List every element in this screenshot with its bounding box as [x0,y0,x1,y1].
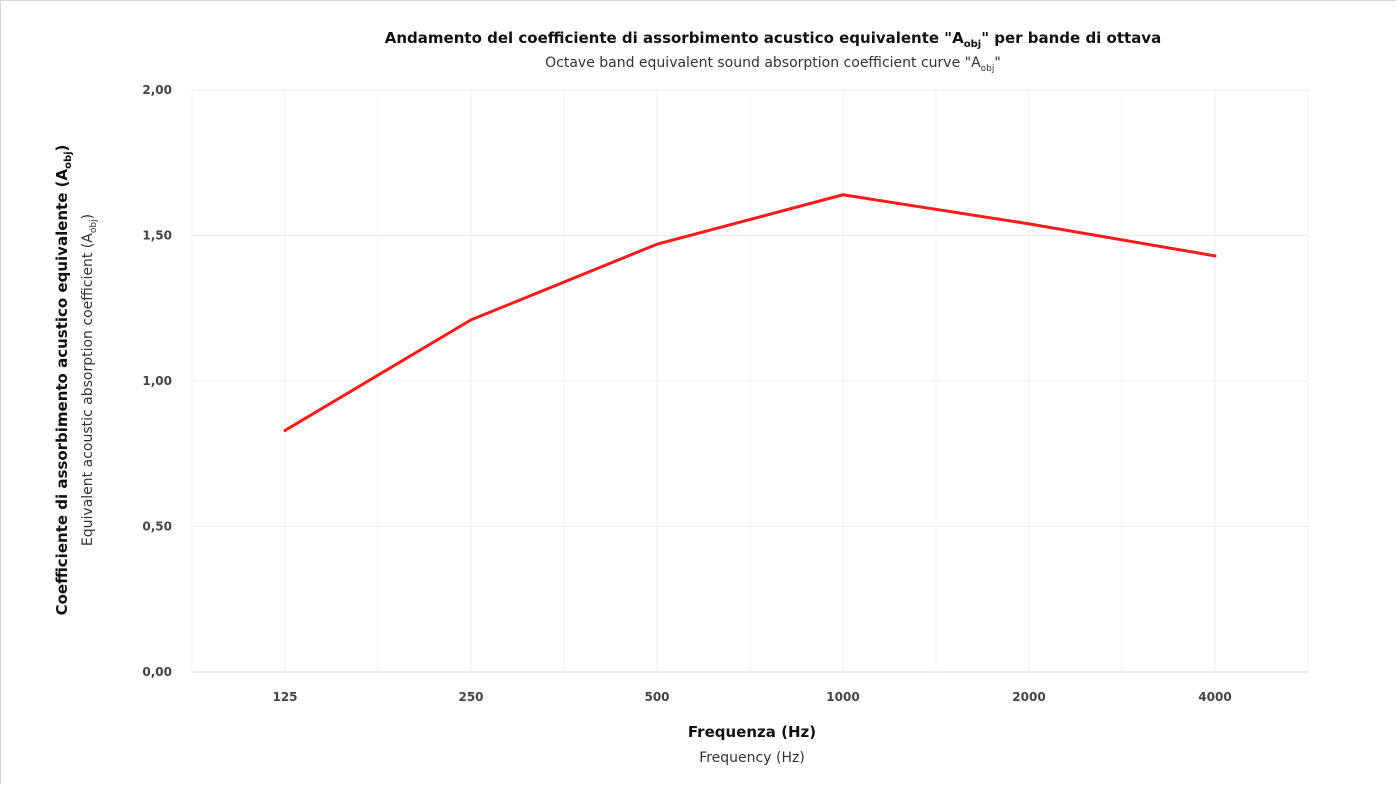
data-point [1213,254,1217,258]
grid [191,89,1309,673]
y-axis-ticks: 0,00 0,50 1,00 1,50 2,00 [142,83,172,679]
x-tick-label: 250 [458,690,483,704]
data-point [469,318,473,322]
y-tick-label: 1,00 [142,374,172,388]
series [283,193,1217,432]
y-tick-label: 0,50 [142,520,172,534]
y-tick-label: 0,00 [142,665,172,679]
data-point [655,242,659,246]
chart-subtitle: Octave band equivalent sound absorption … [545,55,1001,74]
x-axis-ticks: 125 250 500 1000 2000 4000 [272,690,1231,704]
chart-title: Andamento del coefficiente di assorbimen… [385,29,1161,50]
y-tick-label: 1,50 [142,229,172,243]
series-line [284,193,1216,432]
x-tick-label: 2000 [1012,690,1045,704]
y-tick-label: 2,00 [142,83,172,97]
x-tick-label: 4000 [1198,690,1231,704]
data-point [283,428,287,432]
data-point [1027,222,1031,226]
y-axis-subtitle: Equivalent acoustic absorption coefficie… [80,214,99,546]
x-tick-label: 500 [644,690,669,704]
y-axis-title: Coefficiente di assorbimento acustico eq… [53,145,74,616]
x-axis-title: Frequenza (Hz) [688,723,816,741]
x-tick-label: 125 [272,690,297,704]
x-axis-subtitle: Frequency (Hz) [699,750,805,766]
data-point [841,193,845,197]
x-tick-label: 1000 [826,690,859,704]
